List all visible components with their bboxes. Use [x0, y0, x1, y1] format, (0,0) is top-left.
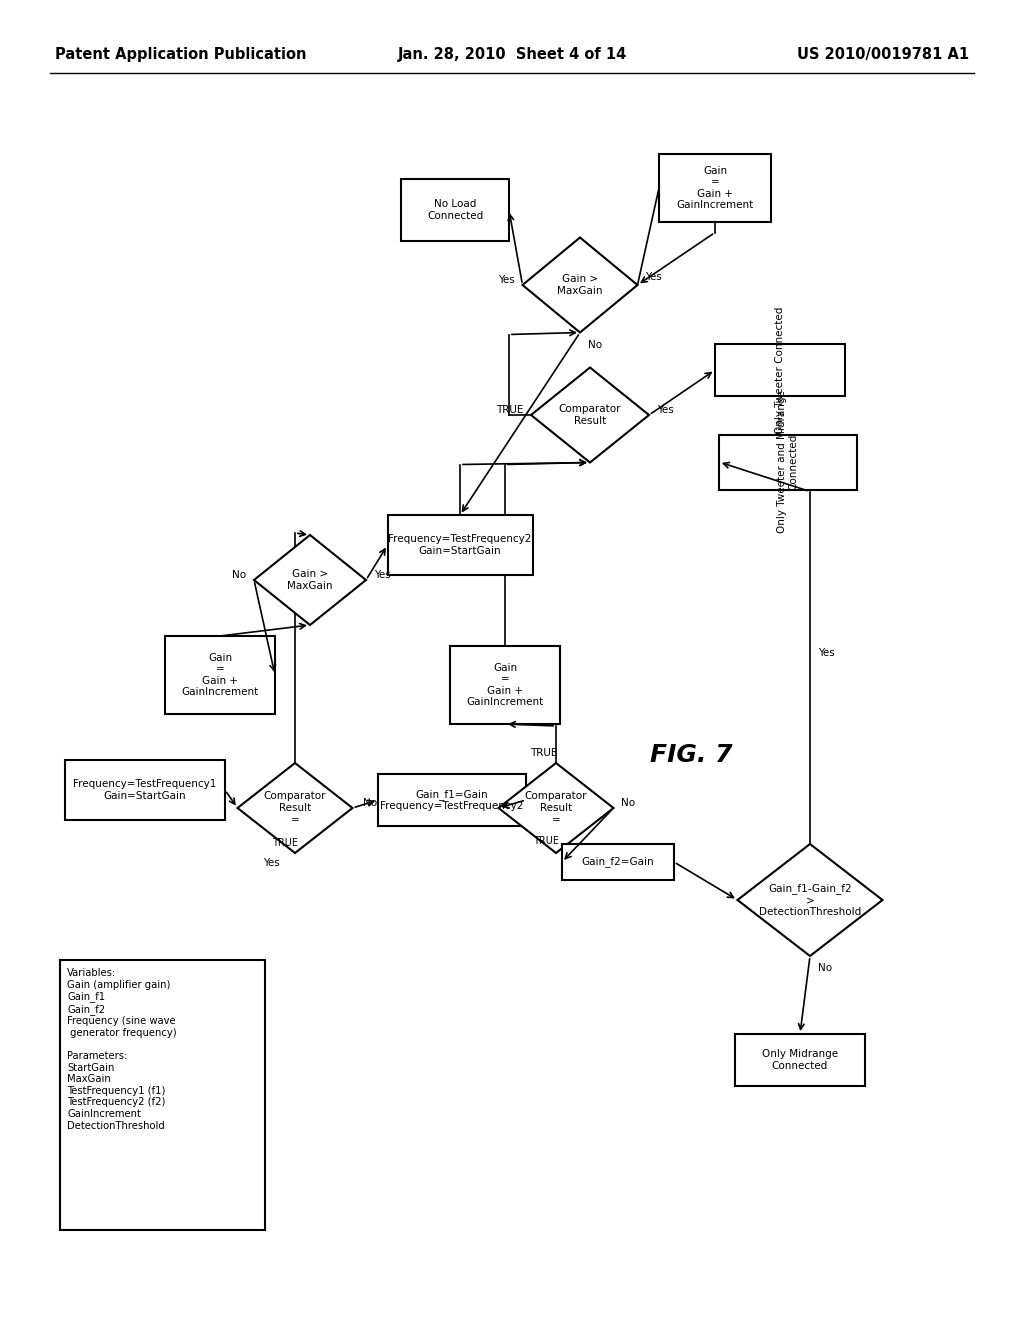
Text: Gain >
MaxGain: Gain > MaxGain	[288, 569, 333, 591]
Text: US 2010/0019781 A1: US 2010/0019781 A1	[797, 48, 969, 62]
Text: TRUE: TRUE	[530, 748, 558, 758]
Text: Comparator
Result
=: Comparator Result =	[264, 792, 327, 825]
Text: No Load
Connected: No Load Connected	[427, 199, 483, 220]
Text: Gain_f2=Gain: Gain_f2=Gain	[582, 857, 654, 867]
Text: Gain >
MaxGain: Gain > MaxGain	[557, 275, 603, 296]
Text: Yes: Yes	[374, 570, 391, 579]
Text: Yes: Yes	[818, 648, 835, 657]
Text: Frequency=TestFrequency2
Gain=StartGain: Frequency=TestFrequency2 Gain=StartGain	[388, 535, 531, 556]
Bar	[562, 843, 674, 880]
Text: Only Tweeter and Midrange
Connected: Only Tweeter and Midrange Connected	[777, 391, 799, 533]
Text: Gain
=
Gain +
GainIncrement: Gain = Gain + GainIncrement	[677, 165, 754, 210]
Text: Gain_f1-Gain_f2
>
DetectionThreshold: Gain_f1-Gain_f2 > DetectionThreshold	[759, 883, 861, 917]
Text: No: No	[818, 964, 833, 973]
Text: No: No	[622, 799, 636, 808]
Bar	[60, 960, 265, 1230]
Bar	[387, 515, 532, 576]
Text: FIG. 7: FIG. 7	[650, 743, 732, 767]
Text: Frequency=TestFrequency1
Gain=StartGain: Frequency=TestFrequency1 Gain=StartGain	[74, 779, 217, 801]
Bar	[450, 645, 560, 723]
Text: Gain
=
Gain +
GainIncrement: Gain = Gain + GainIncrement	[181, 652, 259, 697]
Polygon shape	[499, 763, 613, 853]
Polygon shape	[522, 238, 638, 333]
Text: Patent Application Publication: Patent Application Publication	[55, 48, 306, 62]
Text: Only Tweeter Connected: Only Tweeter Connected	[775, 306, 785, 434]
Bar	[659, 154, 771, 222]
Text: Yes: Yes	[263, 858, 280, 869]
Polygon shape	[254, 535, 366, 624]
Text: Only Midrange
Connected: Only Midrange Connected	[762, 1049, 838, 1071]
Bar	[719, 434, 857, 490]
Text: Yes: Yes	[645, 272, 663, 282]
Text: Gain
=
Gain +
GainIncrement: Gain = Gain + GainIncrement	[466, 663, 544, 708]
Text: Gain_f1=Gain
Frequency=TestFrequency2: Gain_f1=Gain Frequency=TestFrequency2	[380, 789, 523, 812]
Text: TRUE: TRUE	[272, 838, 298, 847]
Polygon shape	[238, 763, 352, 853]
Text: TRUE: TRUE	[496, 405, 523, 414]
Text: Variables:
Gain (amplifier gain)
Gain_f1
Gain_f2
Frequency (sine wave
 generator: Variables: Gain (amplifier gain) Gain_f1…	[67, 968, 176, 1131]
Text: No: No	[588, 339, 602, 350]
Text: No: No	[231, 570, 246, 579]
Text: Comparator
Result
=: Comparator Result =	[524, 792, 587, 825]
Text: Jan. 28, 2010  Sheet 4 of 14: Jan. 28, 2010 Sheet 4 of 14	[397, 48, 627, 62]
Bar	[401, 180, 509, 242]
Text: No: No	[362, 799, 377, 808]
Polygon shape	[531, 367, 649, 462]
Bar	[715, 345, 845, 396]
Polygon shape	[737, 843, 883, 956]
Text: Yes: Yes	[498, 275, 514, 285]
Bar	[165, 636, 275, 714]
Bar	[65, 760, 225, 820]
Text: Yes: Yes	[657, 405, 674, 414]
Bar	[735, 1034, 865, 1086]
Bar	[378, 774, 526, 826]
Text: TRUE: TRUE	[534, 836, 559, 846]
Text: Comparator
Result: Comparator Result	[559, 404, 622, 426]
